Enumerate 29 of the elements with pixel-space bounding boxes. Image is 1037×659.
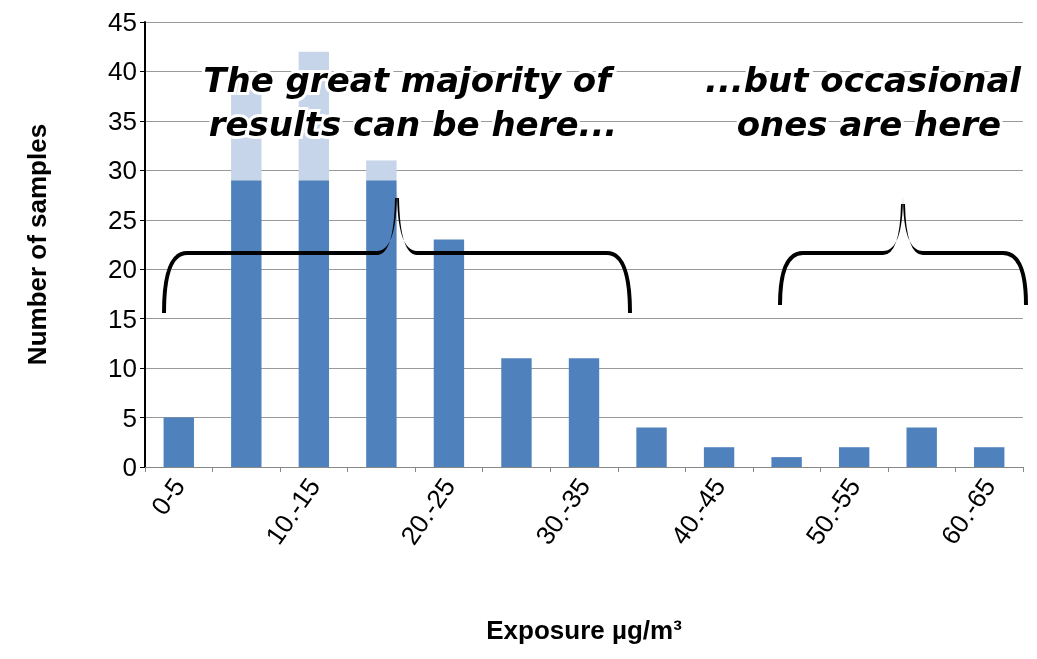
- bar: [366, 180, 397, 467]
- y-tick-label: 35: [108, 105, 137, 136]
- bar: [838, 447, 870, 467]
- bar: [771, 457, 802, 467]
- bar: [703, 447, 735, 467]
- bar: [906, 427, 937, 467]
- bar: [636, 427, 667, 467]
- bar: [231, 180, 262, 467]
- bar: [163, 417, 194, 467]
- y-tick-label: 40: [108, 56, 137, 87]
- bar: [433, 239, 465, 467]
- y-tick-label: 45: [108, 7, 137, 37]
- bar: [298, 180, 330, 467]
- x-tick-label: 0-5: [144, 472, 192, 521]
- y-tick-label: 15: [108, 303, 137, 334]
- bar: [366, 160, 397, 181]
- y-tick-label: 5: [122, 402, 137, 433]
- x-axis-title: Exposure µg/m³: [486, 615, 683, 645]
- y-tick-label: 30: [108, 155, 137, 186]
- bar: [568, 358, 600, 467]
- y-tick-label: 20: [108, 254, 137, 285]
- y-tick-label: 25: [108, 204, 137, 235]
- annotation: The great majority of results can be here...: [203, 60, 623, 144]
- y-axis-title: Number of samples: [22, 123, 52, 366]
- bar: [501, 358, 532, 467]
- bar: [974, 447, 1005, 467]
- y-tick-label: 0: [122, 452, 137, 482]
- annotation: ...but occasional ones are here: [704, 60, 1023, 144]
- y-tick-label: 10: [108, 353, 137, 384]
